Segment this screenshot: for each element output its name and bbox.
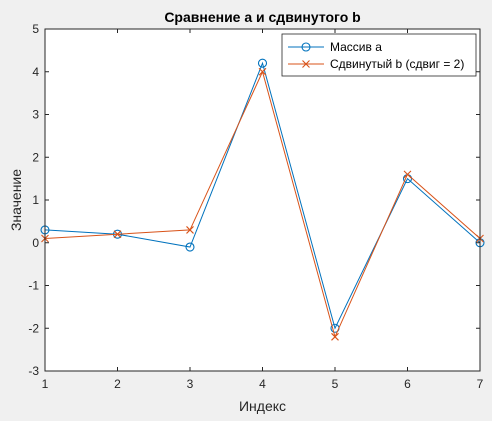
y-tick-label: -3 — [28, 364, 39, 378]
y-axis-title: Значение — [8, 169, 24, 231]
ticks-layer: 1 2 3 4 5 6 7 -3 -2 -1 0 1 2 3 4 5 — [28, 22, 483, 391]
series-2-point — [186, 226, 194, 234]
series-1-point — [257, 58, 268, 68]
x-tick-label: 2 — [114, 377, 121, 391]
x-tick-label: 5 — [332, 377, 339, 391]
legend-entry-2: Сдвинутый b (сдвиг = 2) — [288, 57, 464, 71]
legend-box — [281, 33, 477, 77]
x-tick-label: 7 — [477, 377, 484, 391]
y-tick-label: -1 — [28, 279, 39, 293]
series-2-point — [331, 332, 339, 341]
plot-area — [45, 29, 480, 371]
x-axis-title: Индекс — [239, 398, 286, 414]
y-tick-label: 0 — [32, 236, 39, 250]
legend-marker — [301, 42, 311, 52]
series-1-point — [185, 242, 195, 252]
series-2 — [41, 67, 484, 341]
chart-title: Сравнение a и сдвинутого b — [164, 9, 360, 25]
legend-label: Массив a — [330, 40, 382, 54]
y-tick-label: 5 — [32, 22, 39, 36]
legend-entry-1: Массив a — [288, 40, 382, 54]
y-tick-label: 2 — [32, 150, 39, 164]
x-tick-label: 1 — [42, 377, 49, 391]
series-2-point — [258, 67, 267, 76]
y-tick-label: 4 — [32, 65, 39, 79]
x-tick-label: 3 — [187, 377, 194, 391]
x-tick-label: 4 — [259, 377, 266, 391]
x-tick-label: 6 — [404, 377, 411, 391]
y-tick-label: 1 — [32, 193, 39, 207]
y-tick-label: -2 — [28, 321, 39, 335]
series-2-point — [403, 170, 412, 179]
legend: Массив a Сдвинутый b (сдвиг = 2) — [281, 33, 477, 77]
legend-label: Сдвинутый b (сдвиг = 2) — [330, 57, 464, 71]
legend-marker — [302, 60, 310, 68]
y-tick-label: 3 — [32, 108, 39, 122]
series-2-point — [113, 230, 122, 239]
